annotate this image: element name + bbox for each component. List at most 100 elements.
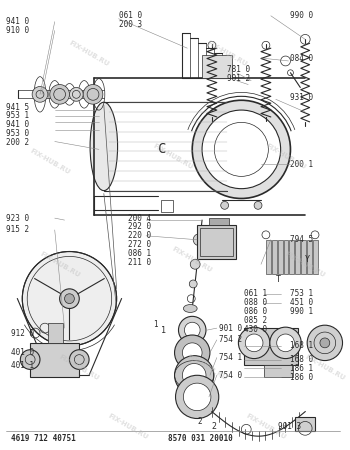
Circle shape (270, 327, 301, 359)
Circle shape (83, 85, 103, 104)
Bar (48, 323, 63, 343)
Ellipse shape (192, 100, 290, 198)
Circle shape (307, 325, 343, 360)
Text: 186 0: 186 0 (290, 373, 314, 382)
Ellipse shape (202, 110, 281, 189)
Bar (202, 55, 232, 78)
Bar (289, 240, 294, 274)
Text: 1: 1 (153, 320, 158, 328)
Text: 084 0: 084 0 (290, 54, 314, 63)
Text: 901 3: 901 3 (278, 422, 301, 431)
Circle shape (69, 87, 83, 101)
Text: FIX-HUB.RU: FIX-HUB.RU (152, 142, 194, 170)
Text: 953 1: 953 1 (6, 112, 29, 121)
Bar (244, 328, 298, 365)
Text: FIX-HUB.RU: FIX-HUB.RU (186, 354, 228, 381)
Text: 941 0: 941 0 (6, 120, 29, 129)
Text: 200 4: 200 4 (128, 214, 152, 223)
Text: 430 0: 430 0 (244, 324, 267, 333)
Bar (278, 240, 282, 274)
Bar (30, 343, 79, 377)
Circle shape (182, 364, 206, 387)
Text: 931 0: 931 0 (290, 93, 314, 102)
Circle shape (184, 322, 200, 338)
Text: T: T (276, 274, 281, 284)
Text: 8570 031 20010: 8570 031 20010 (168, 434, 232, 443)
Circle shape (190, 259, 200, 269)
Text: 168 0: 168 0 (290, 355, 314, 364)
Text: 990 1: 990 1 (290, 307, 314, 316)
Text: 912 0: 912 0 (10, 328, 34, 338)
Text: 2: 2 (212, 422, 217, 431)
Circle shape (176, 375, 219, 419)
Bar (295, 240, 300, 274)
Text: 910 0: 910 0 (6, 26, 29, 35)
Bar (209, 218, 229, 225)
Text: 754 1: 754 1 (219, 353, 242, 362)
Bar (307, 240, 312, 274)
Bar (161, 200, 173, 212)
Text: 292 0: 292 0 (128, 222, 152, 231)
Bar (313, 240, 318, 274)
Ellipse shape (183, 305, 197, 312)
Circle shape (64, 294, 74, 304)
Circle shape (238, 327, 270, 359)
Text: 753 1: 753 1 (290, 289, 314, 298)
Text: Y: Y (305, 255, 310, 264)
Text: 088 0: 088 0 (244, 298, 267, 307)
Text: FIX-HUB.RU: FIX-HUB.RU (171, 245, 214, 273)
Circle shape (182, 343, 202, 363)
Text: 941 5: 941 5 (6, 103, 29, 112)
Text: 272 0: 272 0 (128, 240, 152, 249)
Text: 220 0: 220 0 (128, 231, 152, 240)
Circle shape (320, 338, 330, 348)
Text: 794 5: 794 5 (290, 235, 314, 244)
Text: FIX-HUB.RU: FIX-HUB.RU (284, 250, 326, 278)
Text: FIX-HUB.RU: FIX-HUB.RU (38, 250, 81, 278)
Text: FIX-HUB.RU: FIX-HUB.RU (68, 39, 110, 67)
Text: FIX-HUB.RU: FIX-HUB.RU (58, 354, 100, 381)
Circle shape (193, 234, 205, 246)
Bar (200, 228, 233, 256)
Circle shape (245, 334, 263, 352)
Text: 781 0: 781 0 (226, 65, 250, 74)
Text: 1: 1 (161, 326, 166, 335)
Text: 086 1: 086 1 (128, 249, 152, 258)
Text: C: C (158, 142, 166, 156)
Text: 901 2: 901 2 (226, 74, 250, 83)
Text: 200 1: 200 1 (290, 160, 314, 169)
Text: 923 0: 923 0 (6, 214, 29, 223)
Circle shape (277, 334, 294, 352)
Text: 186 1: 186 1 (290, 364, 314, 373)
Text: 451 0: 451 0 (290, 298, 314, 307)
Text: FIX-HUB.RU: FIX-HUB.RU (245, 413, 287, 440)
Text: 086 0: 086 0 (244, 307, 267, 316)
Text: FIX-HUB.RU: FIX-HUB.RU (205, 39, 248, 67)
Circle shape (178, 316, 206, 344)
Bar (284, 240, 288, 274)
Bar (301, 240, 306, 274)
Ellipse shape (90, 102, 118, 191)
Text: FIX-HUB.RU: FIX-HUB.RU (29, 147, 71, 175)
Circle shape (175, 335, 210, 370)
Text: 085 2: 085 2 (244, 316, 267, 325)
Text: FIX-HUB.RU: FIX-HUB.RU (107, 413, 149, 440)
Text: 211 0: 211 0 (128, 258, 152, 267)
Text: 953 0: 953 0 (6, 129, 29, 138)
Circle shape (20, 350, 40, 369)
Bar (266, 240, 271, 274)
Text: 401 0: 401 0 (10, 348, 34, 357)
Text: 941 0: 941 0 (6, 17, 29, 26)
Circle shape (189, 280, 197, 288)
Text: FIX-HUB.RU: FIX-HUB.RU (304, 354, 346, 381)
Bar (264, 365, 293, 377)
Circle shape (254, 202, 262, 209)
Text: 754 0: 754 0 (219, 371, 242, 380)
Text: 168 1: 168 1 (290, 341, 314, 350)
Text: 200 3: 200 3 (119, 20, 142, 29)
Text: 4619 712 40751: 4619 712 40751 (10, 434, 75, 443)
Text: 754 2: 754 2 (219, 335, 242, 344)
Circle shape (69, 350, 89, 369)
Circle shape (183, 383, 211, 411)
Circle shape (221, 202, 229, 209)
